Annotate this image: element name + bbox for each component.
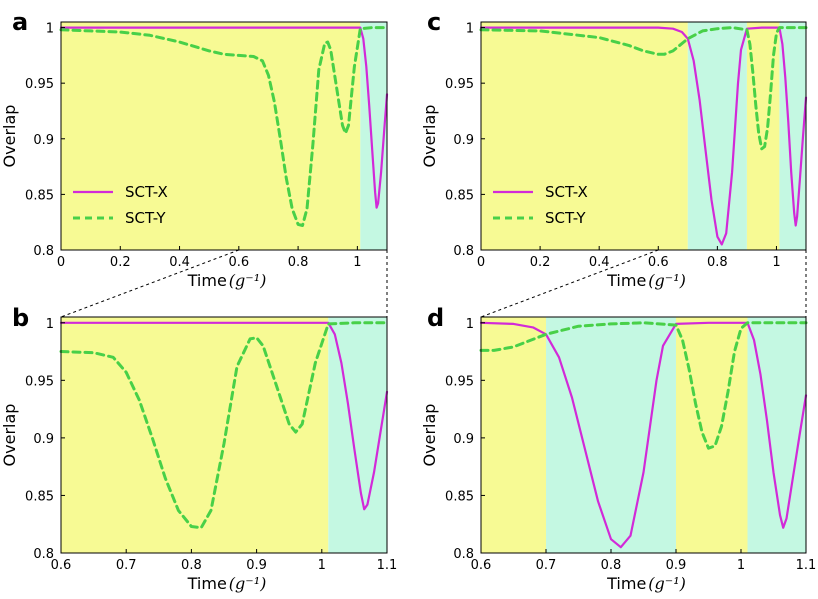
y-tick-label: 0.8 bbox=[33, 244, 54, 259]
series-sct-y-line bbox=[479, 26, 808, 151]
axes-frame bbox=[480, 21, 807, 251]
x-tick-label: 0.6 bbox=[51, 558, 72, 573]
y-tick-label: 0.8 bbox=[453, 244, 474, 259]
x-tick-label: 1 bbox=[772, 255, 780, 270]
zoom-connector-left bbox=[60, 249, 239, 318]
x-tick-label: 1 bbox=[353, 255, 361, 270]
y-tick-label: 0.9 bbox=[453, 133, 474, 148]
x-tick-label: 0.6 bbox=[648, 255, 669, 270]
x-axis-label: Time (g⁻¹) bbox=[187, 574, 267, 593]
y-tick-label: 0.9 bbox=[453, 432, 474, 447]
y-tick-label: 0.95 bbox=[25, 77, 54, 92]
series-sct-y-line bbox=[59, 321, 389, 530]
y-tick-label: 0.95 bbox=[445, 77, 474, 92]
x-tick-label: 0.2 bbox=[530, 255, 551, 270]
zoom-connector-left bbox=[480, 249, 659, 318]
panel-letter: b bbox=[12, 304, 29, 332]
panel-b: 0.6 0.7 0.8 0.9 1 1.1 0.8 0.85 0.9 0.95 1 Time (g⁻¹)… bbox=[0, 304, 397, 593]
y-tick-label: 0.85 bbox=[25, 188, 54, 203]
x-tick-label: 0.2 bbox=[110, 255, 131, 270]
x-axis-unit: (g⁻¹) bbox=[229, 271, 267, 290]
x-tick-label: 0.8 bbox=[707, 255, 728, 270]
x-tick-label: 1.1 bbox=[377, 558, 398, 573]
legend-label-sct-y: SCT-Y bbox=[545, 209, 586, 227]
panel-a: 0 0.2 0.4 0.6 0.8 1 0.8 0.85 0.9 0.95 1 Time (g⁻¹) Ov… bbox=[0, 8, 389, 290]
y-tick-label: 1 bbox=[46, 317, 54, 332]
x-tick-label: 0 bbox=[477, 255, 485, 270]
y-axis-label: Overlap bbox=[420, 404, 439, 467]
x-tick-label: 1 bbox=[318, 558, 326, 573]
region-cyan-1 bbox=[546, 317, 676, 553]
x-tick-label: 0.8 bbox=[601, 558, 622, 573]
x-axis-label-text: Time bbox=[187, 271, 227, 290]
x-axis-label-text: Time bbox=[606, 574, 646, 593]
y-tick-label: 0.85 bbox=[445, 188, 474, 203]
y-tick-label: 0.9 bbox=[33, 133, 54, 148]
x-tick-label: 0 bbox=[57, 255, 65, 270]
x-tick-label: 0.8 bbox=[288, 255, 309, 270]
y-tick-label: 0.8 bbox=[453, 547, 474, 562]
series-sct-y-line bbox=[59, 26, 389, 227]
x-tick-label: 1 bbox=[737, 558, 745, 573]
x-tick-label: 0.4 bbox=[589, 255, 610, 270]
x-tick-label: 0.9 bbox=[666, 558, 687, 573]
y-tick-label: 0.9 bbox=[33, 432, 54, 447]
axes-frame bbox=[60, 316, 388, 554]
x-axis-label-text: Time bbox=[606, 271, 646, 290]
x-tick-label: 0.9 bbox=[246, 558, 267, 573]
panel-letter: c bbox=[427, 8, 441, 36]
legend-label-sct-y: SCT-Y bbox=[125, 209, 166, 227]
y-tick-label: 1 bbox=[466, 22, 474, 37]
y-tick-label: 0.85 bbox=[25, 489, 54, 504]
series-sct-y-line bbox=[479, 321, 808, 450]
region-cyan-1 bbox=[687, 22, 747, 250]
region-yellow-0 bbox=[481, 317, 546, 553]
x-axis-label: Time (g⁻¹) bbox=[606, 271, 686, 290]
x-tick-label: 0.6 bbox=[228, 255, 249, 270]
x-tick-label: 1.1 bbox=[796, 558, 817, 573]
x-axis-unit: (g⁻¹) bbox=[648, 574, 686, 593]
region-yellow-0 bbox=[61, 22, 361, 250]
y-axis-label: Overlap bbox=[0, 105, 19, 168]
x-axis-label: Time (g⁻¹) bbox=[606, 574, 686, 593]
series-sct-x-line bbox=[479, 321, 808, 549]
x-axis-unit: (g⁻¹) bbox=[648, 271, 686, 290]
x-axis-label: Time (g⁻¹) bbox=[187, 271, 267, 290]
panel-c: 0 0.2 0.4 0.6 0.8 1 0.8 0.85 0.9 0.95 1 Time (g⁻¹) Ov… bbox=[420, 8, 808, 290]
x-tick-label: 0.6 bbox=[471, 558, 492, 573]
region-cyan-1 bbox=[328, 317, 387, 553]
x-axis-label-text: Time bbox=[187, 574, 227, 593]
x-tick-label: 0.8 bbox=[181, 558, 202, 573]
region-yellow-0 bbox=[481, 22, 688, 250]
axes-frame bbox=[480, 316, 807, 554]
legend-label-sct-x: SCT-X bbox=[545, 183, 588, 201]
x-tick-label: 0.7 bbox=[116, 558, 137, 573]
x-tick-label: 0.4 bbox=[169, 255, 190, 270]
y-tick-label: 0.95 bbox=[445, 374, 474, 389]
y-axis-label: Overlap bbox=[0, 404, 19, 467]
axes-frame bbox=[60, 21, 388, 251]
panel-letter: a bbox=[12, 8, 28, 36]
series-sct-x-line bbox=[59, 26, 389, 209]
y-tick-label: 1 bbox=[46, 22, 54, 37]
y-tick-label: 0.95 bbox=[25, 374, 54, 389]
x-tick-label: 0.7 bbox=[536, 558, 557, 573]
y-axis-label: Overlap bbox=[420, 105, 439, 168]
x-axis-unit: (g⁻¹) bbox=[229, 574, 267, 593]
region-yellow-0 bbox=[61, 317, 329, 553]
y-tick-label: 0.8 bbox=[33, 547, 54, 562]
series-sct-x-line bbox=[479, 26, 808, 246]
panel-letter: d bbox=[427, 304, 444, 332]
region-yellow-2 bbox=[676, 317, 748, 553]
y-tick-label: 1 bbox=[466, 317, 474, 332]
legend-label-sct-x: SCT-X bbox=[125, 183, 168, 201]
y-tick-label: 0.85 bbox=[445, 489, 474, 504]
panel-d: 0.6 0.7 0.8 0.9 1 1.1 0.8 0.85 0.9 0.95 1 Time (g⁻¹)… bbox=[420, 304, 816, 593]
